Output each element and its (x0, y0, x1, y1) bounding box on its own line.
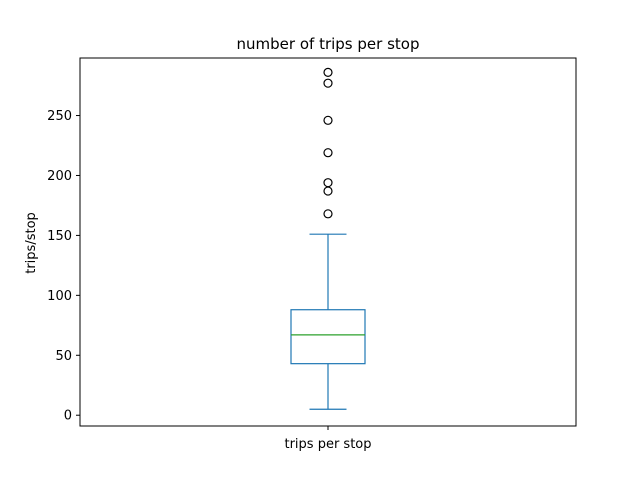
y-tick-label: 50 (55, 349, 72, 364)
axes-frame (79, 57, 577, 427)
outlier-point (323, 186, 333, 196)
y-axis-label: trips/stop (24, 212, 39, 274)
outlier-point (323, 148, 333, 158)
y-tick-label: 150 (47, 229, 72, 244)
outlier-point (323, 209, 333, 219)
y-tick-label: 0 (64, 409, 72, 424)
outlier-point (323, 115, 333, 125)
y-tick-label: 200 (47, 169, 72, 184)
outlier-point (323, 78, 333, 88)
y-tick-label: 100 (47, 289, 72, 304)
chart-title: number of trips per stop (237, 35, 420, 53)
outlier-point (323, 67, 333, 77)
iqr-box (290, 309, 366, 365)
x-tick-label: trips per stop (284, 437, 371, 452)
outlier-point (323, 178, 333, 188)
plot-area: 0 50 100 150 200 250 trips per stop (47, 67, 372, 452)
y-tick-label: 250 (47, 109, 72, 124)
